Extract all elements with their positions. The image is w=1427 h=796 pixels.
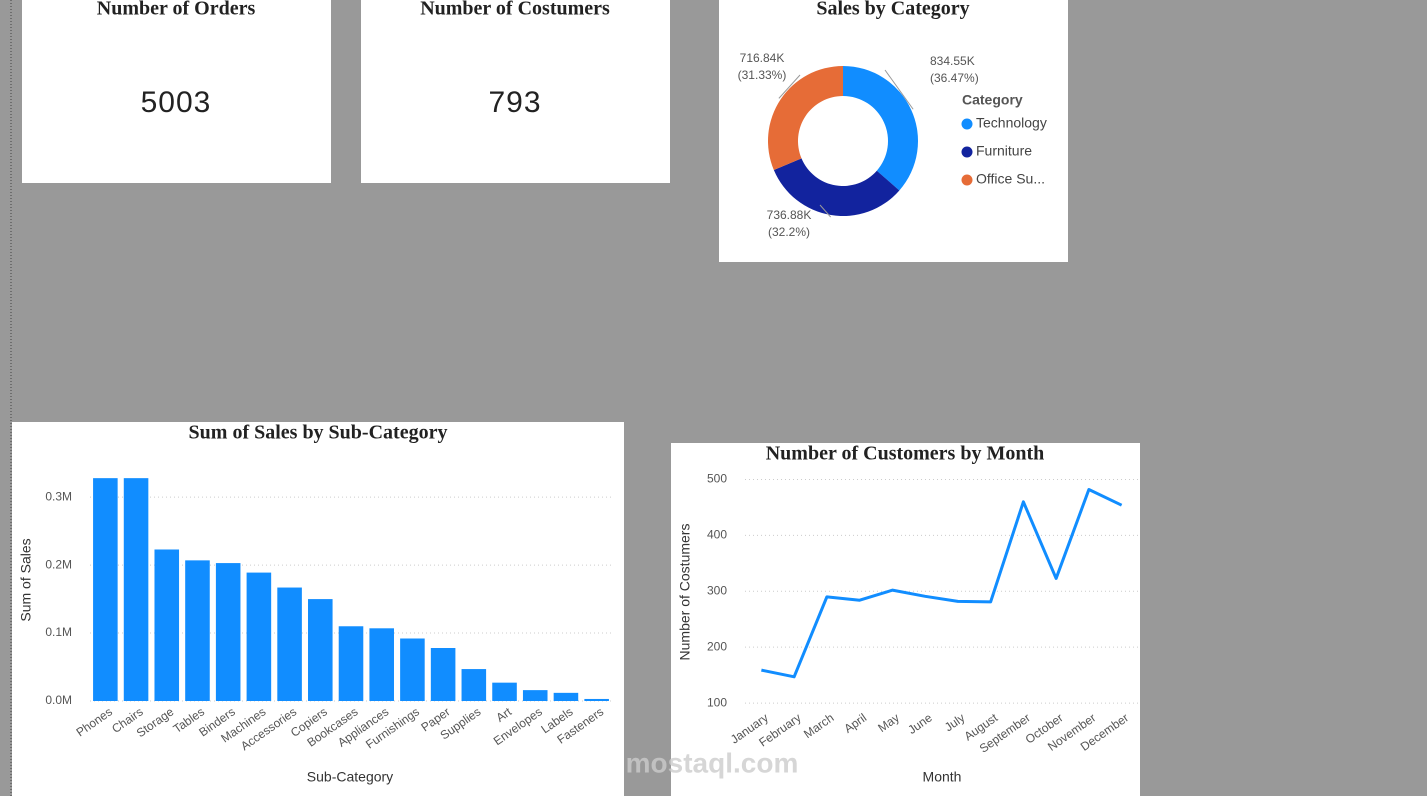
bar (277, 587, 302, 701)
bar (185, 560, 210, 701)
y-tick-label: 100 (707, 695, 727, 709)
leader-line (884, 69, 914, 110)
legend-label: Office Su... (976, 171, 1045, 187)
donut-slice (767, 65, 843, 171)
bar (123, 478, 149, 701)
legend-marker (961, 174, 973, 186)
x-axis-title: Sub-Category (307, 769, 393, 785)
leader-line (819, 204, 831, 218)
bar (215, 563, 241, 701)
bar (584, 698, 609, 701)
card (22, 0, 331, 183)
data-label: 736.88K (767, 208, 812, 222)
data-label: 834.55K (930, 54, 975, 68)
bar (154, 549, 180, 701)
chart-title: Number of Customers by Month (766, 443, 1045, 465)
legend-label: Furniture (976, 143, 1032, 159)
line (761, 488, 1123, 679)
data-label: (36.47%) (930, 71, 979, 85)
y-tick-label: 0.2M (45, 557, 72, 571)
legend-title: Category (962, 92, 1023, 108)
data-label: 716.84K (740, 51, 785, 65)
bar (308, 599, 333, 701)
card (671, 443, 1140, 796)
y-tick-label: 400 (707, 528, 727, 542)
x-axis-title: Month (923, 769, 962, 785)
bar (492, 682, 517, 701)
legend-label: Technology (976, 115, 1047, 131)
data-label: (31.33%) (738, 68, 787, 82)
bar (522, 690, 548, 701)
kpi-value: 793 (488, 86, 541, 119)
y-tick-label: 0.1M (45, 625, 72, 639)
y-tick-label: 500 (707, 472, 727, 486)
bar (400, 638, 425, 701)
donut-slice (843, 66, 919, 191)
y-axis-title: Number of Costumers (677, 524, 693, 661)
legend-marker (961, 118, 973, 130)
data-label: (32.2%) (768, 225, 810, 239)
chart-title: Sum of Sales by Sub-Category (189, 422, 448, 444)
kpi-value: 5003 (141, 86, 212, 119)
legend-marker (961, 146, 973, 158)
bar (369, 628, 394, 701)
card-title: Number of Orders (97, 0, 256, 20)
y-tick-label: 0.3M (45, 489, 72, 503)
chart-title: Sales by Category (816, 0, 969, 20)
y-tick-label: 300 (707, 583, 727, 597)
bar (461, 669, 487, 701)
card-title: Number of Costumers (420, 0, 610, 20)
bar (430, 648, 456, 701)
y-tick-label: 200 (707, 639, 727, 653)
bar (553, 692, 579, 701)
watermark: mostaql.com (626, 747, 799, 778)
bar (93, 478, 118, 701)
bar (338, 626, 364, 701)
y-axis-title: Sum of Sales (18, 538, 34, 621)
y-tick-label: 0.0M (45, 693, 72, 707)
bar (246, 572, 272, 701)
card (361, 0, 670, 183)
leader-line (778, 74, 801, 99)
donut-slice (773, 158, 900, 217)
